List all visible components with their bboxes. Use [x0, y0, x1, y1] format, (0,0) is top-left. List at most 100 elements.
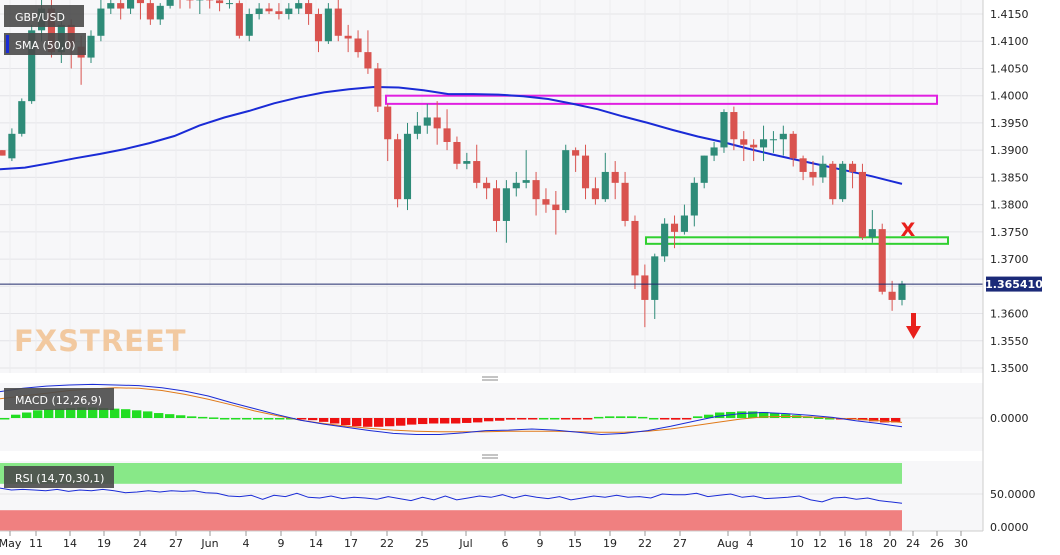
zones	[385, 94, 949, 245]
candle-body	[829, 163, 837, 200]
macd-bar	[253, 418, 263, 420]
macd-bar	[539, 418, 549, 420]
x-marker: X	[901, 219, 916, 241]
candle-body	[47, 8, 56, 53]
macd-bar	[11, 414, 21, 418]
macd-bar	[748, 411, 758, 418]
candle-body	[779, 133, 787, 140]
rsi-label: RSI (14,70,30,1)	[15, 472, 104, 485]
macd-bar	[198, 416, 208, 419]
candle-body	[403, 133, 412, 200]
x-tick-label: 17	[344, 537, 358, 550]
candle-body	[621, 182, 629, 221]
sma-label-bg	[4, 33, 86, 55]
candle-body	[839, 163, 847, 200]
sma-line	[0, 85, 903, 185]
macd-bar	[176, 415, 186, 418]
macd-bar	[374, 418, 384, 427]
macd-bar	[759, 411, 769, 418]
macd-bar	[121, 409, 131, 418]
x-tick-label: 4	[243, 537, 250, 550]
macd-bar	[429, 418, 439, 424]
candle-body	[374, 68, 382, 107]
x-tick-label: May	[0, 537, 22, 550]
macd-bar	[550, 418, 560, 420]
macd-bar	[77, 407, 87, 418]
x-tick-label: Jul	[458, 537, 472, 550]
macd-signal-line	[0, 387, 903, 433]
candle-body	[522, 180, 530, 183]
x-tick-label: 16	[838, 537, 852, 550]
support-zone	[645, 236, 949, 245]
candle-body	[265, 8, 273, 12]
macd-bar	[506, 418, 516, 420]
macd-bar	[363, 418, 373, 427]
x-tick-label: 24	[133, 537, 147, 550]
macd-bar	[858, 418, 868, 421]
x-tick-label: 26	[930, 537, 944, 550]
y-tick-label: 1.3700	[990, 253, 1029, 266]
x-tick-label: 14	[63, 537, 77, 550]
candle-body	[463, 161, 471, 164]
candle-body	[225, 3, 234, 5]
x-tick-label: 30	[954, 537, 968, 550]
last-price-label: 1.365410	[985, 278, 1043, 291]
macd-bar	[88, 407, 98, 418]
candle-body	[878, 229, 886, 292]
macd-bar	[638, 416, 648, 419]
macd-bar	[880, 418, 890, 423]
macd-bar	[33, 410, 43, 418]
macd-label: MACD (12,26,9)	[15, 394, 102, 407]
candle-body	[146, 3, 154, 20]
candle-body	[285, 8, 293, 14]
candle-body	[819, 163, 827, 178]
macd-bar	[242, 418, 252, 420]
candle-body	[740, 139, 748, 145]
rsi-50-label: 50.0000	[990, 488, 1036, 501]
candle-body	[868, 229, 876, 238]
candle-body	[0, 150, 6, 156]
macd-bar	[220, 418, 230, 420]
macd-bar	[99, 408, 109, 418]
macd-zero-label: 0.0000	[990, 412, 1029, 425]
x-tick-label: 20	[883, 537, 897, 550]
macd-bar	[330, 418, 340, 424]
x-tick-label: 24	[906, 537, 920, 550]
x-tick-label: 4	[747, 537, 754, 550]
main-pane-bg	[0, 0, 983, 373]
candle-body	[18, 101, 26, 134]
candle-body	[572, 150, 580, 156]
rsi-0-label: 0.0000	[990, 521, 1029, 534]
sma-label: SMA (50,0)	[15, 39, 76, 52]
macd-bar	[407, 418, 417, 425]
macd-bar	[165, 414, 175, 418]
candle-body	[117, 3, 125, 9]
x-tick-label: 25	[415, 537, 429, 550]
x-tick-label: 27	[673, 537, 687, 550]
candle-body	[443, 128, 451, 142]
candle-body	[156, 5, 164, 20]
macd-bar	[737, 411, 747, 418]
candle-body	[611, 171, 619, 183]
y-tick-label: 1.3600	[990, 308, 1029, 321]
x-tick-label: 15	[568, 537, 582, 550]
candle-body	[710, 147, 718, 156]
candle-body	[334, 8, 342, 36]
macd-bar	[770, 413, 780, 418]
macd-bar	[418, 418, 428, 425]
candle-body	[562, 150, 570, 211]
candle-body	[314, 14, 323, 42]
sma-color-swatch	[6, 35, 9, 53]
macd-bar	[22, 412, 32, 418]
symbol-label-bg	[4, 5, 84, 27]
candle-body	[492, 188, 501, 221]
candle-body	[690, 182, 698, 216]
x-tick-label: 11	[29, 537, 43, 550]
candle-body	[384, 106, 392, 140]
candle-body	[591, 188, 599, 200]
macd-bar	[583, 418, 593, 420]
candle-body	[641, 275, 649, 300]
x-tick-label: 18	[859, 537, 873, 550]
macd-bar	[473, 418, 483, 423]
